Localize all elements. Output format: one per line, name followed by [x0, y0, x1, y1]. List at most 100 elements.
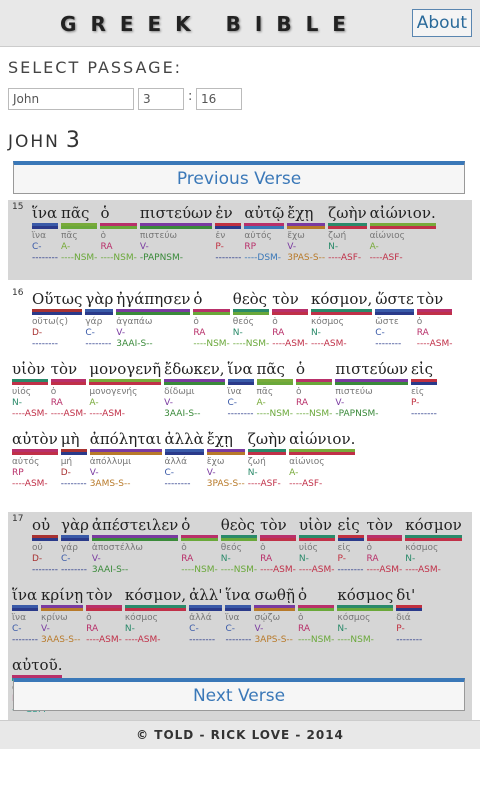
greek-word: κόσμον,	[124, 586, 187, 604]
greek-word: ἵνα	[12, 586, 38, 604]
pos-code: A-	[60, 242, 71, 252]
parse-code: 3PAS-S--	[287, 253, 326, 263]
pos-code: V-	[40, 624, 50, 634]
greek-word: γὰρ	[85, 290, 114, 308]
parse-bar	[85, 312, 114, 315]
pos-bar	[220, 535, 258, 538]
lemma: ὁ	[100, 231, 106, 241]
lemma: ἵνα	[12, 613, 27, 623]
chapter-input[interactable]: 3	[138, 88, 184, 110]
pos-code: C-	[227, 398, 238, 408]
word: ἐν ἐν P- --------	[215, 204, 242, 264]
parse-code: --------	[85, 339, 112, 349]
pos-bar	[12, 605, 38, 608]
book-input[interactable]: John	[8, 88, 134, 110]
pos-code: RA	[50, 398, 63, 408]
lemma: ὁ	[297, 613, 304, 623]
word: τὸν ὁ RA ----ASM-	[86, 586, 122, 646]
lemma: ὁ	[193, 317, 199, 327]
word: ἀλλὰ ἀλλά C- --------	[164, 430, 204, 490]
parse-code: --------	[164, 479, 191, 489]
parse-bar	[310, 312, 373, 315]
word: ἵνα ἵνα C- --------	[32, 204, 58, 264]
parse-bar	[227, 382, 254, 385]
greek-word: ἀπόληται	[89, 430, 162, 448]
parse-bar	[256, 382, 293, 385]
pos-code: A-	[256, 398, 266, 408]
parse-bar	[206, 452, 245, 455]
lemma: δίδωμι	[164, 387, 195, 397]
lemma: ὁ	[86, 613, 92, 623]
greek-word: ἀπέστειλεν	[91, 516, 179, 534]
pos-code: D-	[32, 328, 43, 338]
greek-word: δι'	[396, 586, 416, 604]
pos-code: N-	[405, 554, 416, 564]
lemma: ὁ	[181, 543, 187, 553]
pos-bar	[85, 309, 114, 312]
word: εἰς εἰς P- --------	[337, 516, 364, 576]
parse-bar	[40, 608, 84, 611]
word: θεὸς θεός N- ----NSM-	[220, 516, 258, 576]
pos-bar	[335, 379, 408, 382]
lemma: θεός	[232, 317, 254, 327]
parse-code: ----NSM-	[181, 565, 218, 575]
greek-word: θεὸς	[220, 516, 255, 534]
word: πᾶς πᾶς A- ----NSM-	[60, 204, 98, 264]
greek-word: υἱὸν	[298, 516, 333, 534]
lemma: ἔχω	[287, 231, 305, 241]
parse-code: -PAPNSM-	[139, 253, 184, 263]
previous-button[interactable]: Previous Verse	[13, 161, 465, 194]
word: αὐτῷ αὐτός RP ----DSM-	[244, 204, 285, 264]
word: ἀπόληται ἀπόλλυμι V- 3AMS-S--	[89, 430, 162, 490]
lemma: αὐτός	[244, 231, 272, 241]
parse-code: 3AMS-S--	[89, 479, 131, 489]
parse-code: --------	[12, 635, 38, 645]
greek-word: πιστεύων	[139, 204, 213, 222]
parse-code: ----ASM-	[50, 409, 87, 419]
lemma: ἀποστέλλω	[91, 543, 143, 553]
lemma: ἵνα	[32, 231, 47, 241]
parse-code: --------	[32, 339, 58, 349]
lemma: ἔχω	[206, 457, 225, 467]
next-button[interactable]: Next Verse	[13, 678, 465, 711]
greek-word: αἰώνιον.	[289, 430, 356, 448]
word: αἰώνιον. αἰώνιος A- ----ASF-	[289, 430, 356, 490]
parse-code: ----ASF-	[289, 479, 323, 489]
parse-code: 3AAI-S--	[116, 339, 153, 349]
pos-bar	[244, 223, 285, 226]
word: ἔδωκεν, δίδωμι V- 3AAI-S--	[164, 360, 225, 420]
pos-code: P-	[410, 398, 420, 408]
parse-bar	[247, 452, 287, 455]
pos-bar	[100, 223, 137, 226]
greek-word: τὸν	[416, 290, 444, 308]
pos-code: P-	[215, 242, 224, 252]
parse-bar	[297, 608, 335, 611]
footer: © TOLD - RICK LOVE - 2014	[0, 720, 480, 749]
parse-bar	[328, 226, 367, 229]
pos-bar	[227, 379, 254, 382]
pos-code: C-	[164, 468, 175, 478]
pos-bar	[139, 223, 213, 226]
pos-code: V-	[139, 242, 149, 252]
greek-word: αὐτοῦ.	[12, 656, 63, 674]
pos-code: P-	[396, 624, 405, 634]
lemma: οὐ	[32, 543, 43, 553]
pos-code: V-	[91, 554, 101, 564]
parse-code: ----ASM-	[86, 635, 122, 645]
pos-code: N-	[12, 398, 22, 408]
pos-bar	[89, 449, 162, 452]
greek-word: ἀλλ'	[189, 586, 223, 604]
pos-bar	[50, 379, 87, 382]
word: γὰρ γάρ C- --------	[85, 290, 114, 350]
verse-input[interactable]: 16	[196, 88, 242, 110]
pos-code: C-	[60, 554, 71, 564]
parse-bar	[366, 538, 403, 541]
parse-bar	[164, 452, 204, 455]
greek-word: ζωὴν	[328, 204, 367, 222]
word: ἵνα ἵνα C- --------	[12, 586, 38, 646]
header: GREEK BIBLE About	[0, 0, 480, 47]
parse-bar	[416, 312, 453, 315]
parse-code: -PAPNSM-	[335, 409, 379, 419]
about-button[interactable]: About	[411, 9, 472, 37]
parse-bar	[12, 382, 48, 385]
